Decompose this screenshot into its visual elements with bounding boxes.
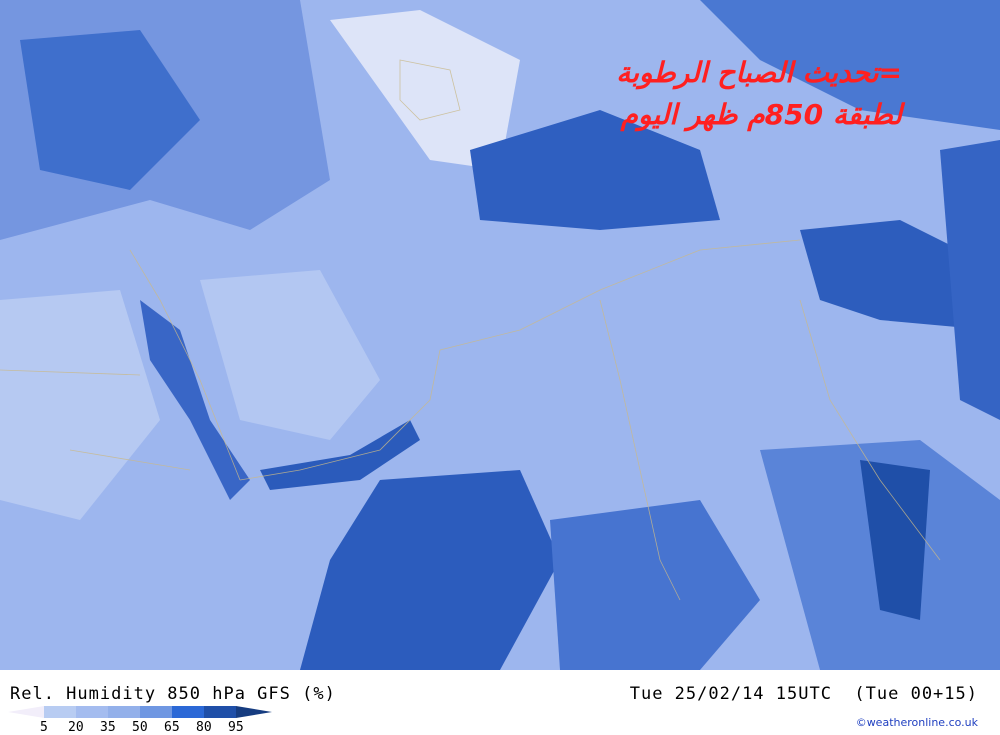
- legend-bin: [172, 706, 204, 718]
- legend-bin: [108, 706, 140, 718]
- valid-time: Tue 25/02/14 15UTC (Tue 00+15): [629, 684, 978, 704]
- legend-tick: 20: [68, 720, 84, 735]
- credit-link[interactable]: ©weatheronline.co.uk: [855, 716, 978, 729]
- arabic-annotation: =تحديث الصباح الرطوبة لطبقة 850م ظهر الي…: [616, 52, 902, 136]
- map-title: Rel. Humidity 850 hPa GFS (%): [10, 684, 336, 704]
- color-legend: [8, 706, 272, 718]
- annotation-line-1: =تحديث الصباح الرطوبة: [616, 56, 902, 89]
- country-borders: [0, 59, 941, 601]
- legend-bin: [76, 706, 108, 718]
- legend-tick: 35: [100, 720, 116, 735]
- legend-tick: 95: [228, 720, 244, 735]
- legend-bin: [140, 706, 172, 718]
- annotation-line-2: لطبقة 850م ظهر اليوم: [620, 98, 902, 131]
- legend-bin: [44, 706, 76, 718]
- legend-high-arrow: [236, 706, 272, 718]
- legend-tick: 50: [132, 720, 148, 735]
- legend-tick: 65: [164, 720, 180, 735]
- legend-bin: [204, 706, 236, 718]
- legend-low-arrow: [8, 706, 44, 718]
- legend-tick: 80: [196, 720, 212, 735]
- map-footer: Rel. Humidity 850 hPa GFS (%) Tue 25/02/…: [0, 670, 1000, 735]
- legend-tick: 5: [40, 720, 48, 735]
- humidity-map: [0, 0, 1000, 670]
- humidity-field: [0, 0, 1000, 670]
